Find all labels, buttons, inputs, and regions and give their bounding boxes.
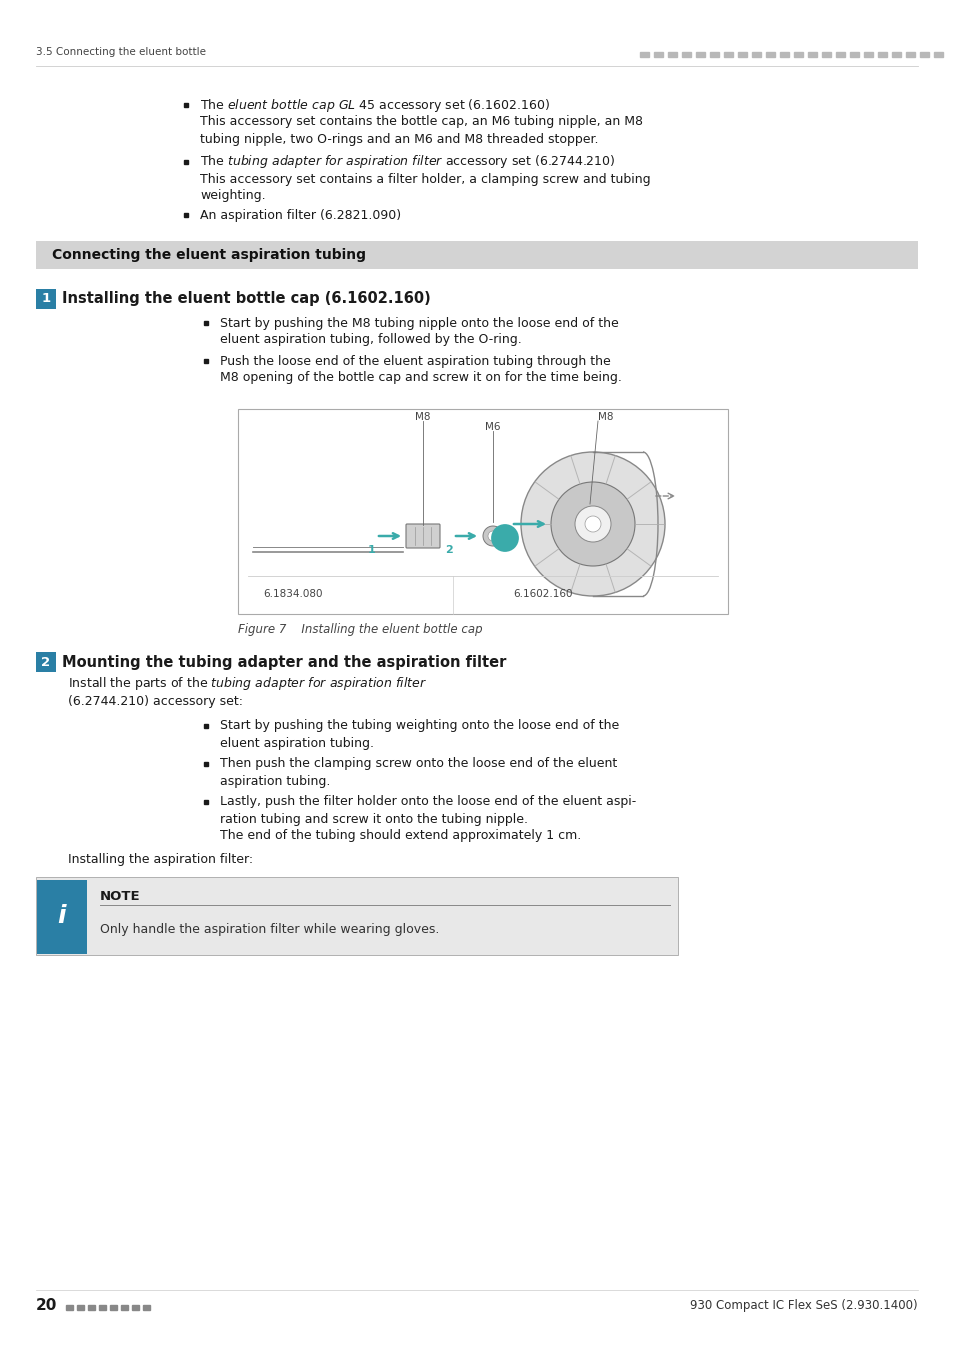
Text: The end of the tubing should extend approximately 1 cm.: The end of the tubing should extend appr…	[220, 829, 580, 842]
Bar	[877, 53, 886, 57]
Text: 2: 2	[41, 656, 51, 668]
Bar	[709, 53, 719, 57]
Bar	[793, 53, 802, 57]
Bar	[36, 652, 56, 672]
Bar	[821, 53, 830, 57]
Text: Push the loose end of the eluent aspiration tubing through the: Push the loose end of the eluent aspirat…	[220, 355, 610, 367]
Bar	[738, 53, 746, 57]
Text: Start by pushing the M8 tubing nipple onto the loose end of the: Start by pushing the M8 tubing nipple on…	[220, 316, 618, 329]
Bar	[919, 53, 928, 57]
Bar	[66, 1305, 73, 1310]
Text: ration tubing and screw it onto the tubing nipple.: ration tubing and screw it onto the tubi…	[220, 813, 527, 825]
Circle shape	[584, 516, 600, 532]
Text: M8 opening of the bottle cap and screw it on for the time being.: M8 opening of the bottle cap and screw i…	[220, 371, 621, 385]
Text: 3.5 Connecting the eluent bottle: 3.5 Connecting the eluent bottle	[36, 47, 206, 57]
Text: M8: M8	[598, 412, 613, 423]
Text: 2: 2	[445, 545, 453, 555]
Bar	[77, 1305, 84, 1310]
Text: eluent aspiration tubing, followed by the O-ring.: eluent aspiration tubing, followed by th…	[220, 333, 521, 347]
Text: (6.2744.210) accessory set:: (6.2744.210) accessory set:	[68, 694, 243, 707]
Bar	[132, 1305, 139, 1310]
Bar	[933, 53, 942, 57]
Text: 1: 1	[41, 293, 51, 305]
Text: Then push the clamping screw onto the loose end of the eluent: Then push the clamping screw onto the lo…	[220, 757, 617, 771]
Bar	[891, 53, 900, 57]
Text: 6.1834.080: 6.1834.080	[263, 589, 322, 599]
Bar	[849, 53, 858, 57]
Bar	[36, 878, 678, 954]
Text: Connecting the eluent aspiration tubing: Connecting the eluent aspiration tubing	[52, 248, 366, 262]
Bar	[654, 53, 662, 57]
Bar	[765, 53, 774, 57]
Bar	[237, 409, 727, 614]
Text: 3: 3	[500, 533, 508, 543]
Text: i: i	[57, 904, 67, 927]
Text: Install the parts of the $\it{tubing\ adapter\ for\ aspiration\ filter}$: Install the parts of the $\it{tubing\ ad…	[68, 675, 427, 693]
Circle shape	[575, 506, 610, 541]
Text: Only handle the aspiration filter while wearing gloves.: Only handle the aspiration filter while …	[100, 922, 439, 936]
Bar	[667, 53, 677, 57]
Bar	[639, 53, 648, 57]
Text: Mounting the tubing adapter and the aspiration filter: Mounting the tubing adapter and the aspi…	[62, 655, 506, 670]
Text: Lastly, push the filter holder onto the loose end of the eluent aspi-: Lastly, push the filter holder onto the …	[220, 795, 636, 809]
Bar	[780, 53, 788, 57]
Text: This accessory set contains a filter holder, a clamping screw and tubing: This accessory set contains a filter hol…	[200, 173, 650, 185]
Bar	[905, 53, 914, 57]
Bar	[807, 53, 816, 57]
Circle shape	[488, 531, 497, 541]
Bar	[36, 242, 917, 269]
Bar	[110, 1305, 117, 1310]
Bar	[143, 1305, 150, 1310]
Bar	[681, 53, 690, 57]
Text: The $\it{eluent\ bottle\ cap\ GL\ 45}$ accessory set (6.1602.160): The $\it{eluent\ bottle\ cap\ GL\ 45}$ a…	[200, 96, 550, 113]
Text: M6: M6	[485, 423, 500, 432]
Text: This accessory set contains the bottle cap, an M6 tubing nipple, an M8: This accessory set contains the bottle c…	[200, 116, 642, 128]
Bar	[37, 880, 87, 954]
Text: Installing the aspiration filter:: Installing the aspiration filter:	[68, 852, 253, 865]
Text: An aspiration filter (6.2821.090): An aspiration filter (6.2821.090)	[200, 208, 400, 221]
Bar	[723, 53, 732, 57]
Text: tubing nipple, two O-rings and an M6 and M8 threaded stopper.: tubing nipple, two O-rings and an M6 and…	[200, 132, 598, 146]
Text: M8: M8	[415, 412, 431, 423]
FancyBboxPatch shape	[406, 524, 439, 548]
Bar	[36, 289, 56, 309]
Text: 6.1602.160: 6.1602.160	[513, 589, 572, 599]
Bar	[696, 53, 704, 57]
Text: Figure 7    Installing the eluent bottle cap: Figure 7 Installing the eluent bottle ca…	[237, 624, 482, 636]
Circle shape	[551, 482, 635, 566]
Text: The $\it{tubing\ adapter\ for\ aspiration\ filter}$ accessory set (6.2744.210): The $\it{tubing\ adapter\ for\ aspiratio…	[200, 154, 615, 170]
Bar	[863, 53, 872, 57]
Text: 20: 20	[36, 1299, 57, 1314]
Text: NOTE: NOTE	[100, 891, 140, 903]
Text: Installing the eluent bottle cap (6.1602.160): Installing the eluent bottle cap (6.1602…	[62, 292, 431, 306]
Text: Start by pushing the tubing weighting onto the loose end of the: Start by pushing the tubing weighting on…	[220, 720, 618, 733]
Circle shape	[520, 452, 664, 595]
Bar	[751, 53, 760, 57]
Text: 1: 1	[368, 545, 375, 555]
Bar	[835, 53, 844, 57]
Text: weighting.: weighting.	[200, 189, 265, 202]
Text: eluent aspiration tubing.: eluent aspiration tubing.	[220, 737, 374, 749]
Bar	[121, 1305, 128, 1310]
Text: aspiration tubing.: aspiration tubing.	[220, 775, 330, 787]
Bar	[99, 1305, 106, 1310]
Text: 930 Compact IC Flex SeS (2.930.1400): 930 Compact IC Flex SeS (2.930.1400)	[690, 1300, 917, 1312]
Circle shape	[482, 526, 502, 545]
Bar	[88, 1305, 95, 1310]
